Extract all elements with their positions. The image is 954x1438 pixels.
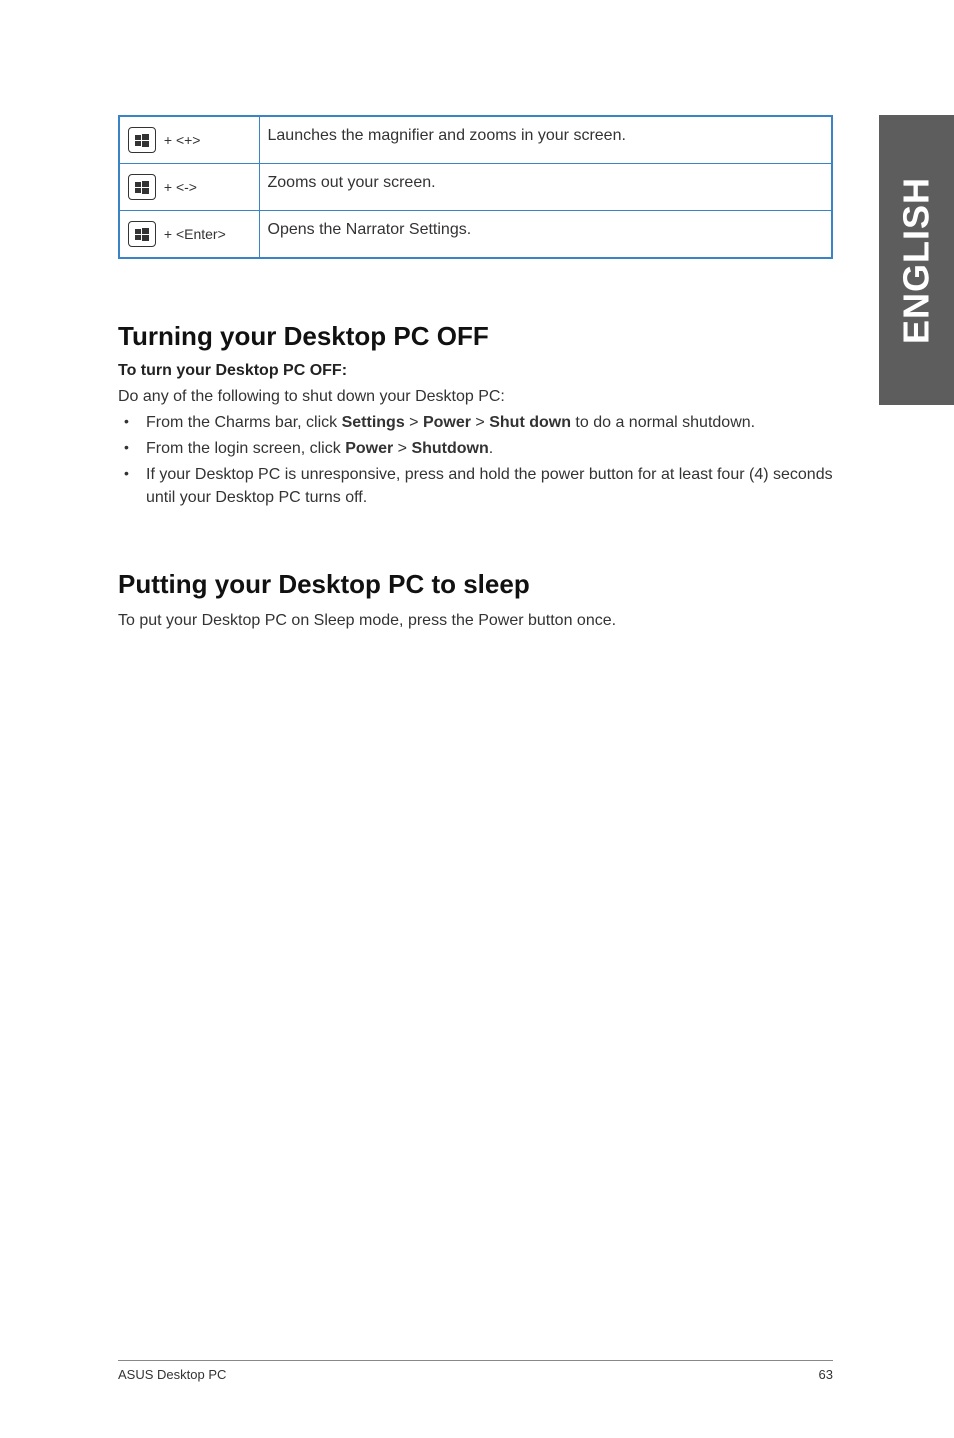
shortcut-key-cell: + <-> [119,164,259,211]
table-row: + <-> Zooms out your screen. [119,164,832,211]
page-footer: ASUS Desktop PC 63 [118,1360,833,1382]
shortcut-desc: Opens the Narrator Settings. [259,211,832,259]
text: From the login screen, click [146,440,345,457]
list-item: If your Desktop PC is unresponsive, pres… [118,464,833,509]
text: > [393,440,411,457]
key-suffix: + <Enter> [160,226,226,242]
section-title-sleep: Putting your Desktop PC to sleep [118,569,833,600]
key-suffix: + <+> [160,132,200,148]
section-title-off: Turning your Desktop PC OFF [118,321,833,352]
table-row: + <Enter> Opens the Narrator Settings. [119,211,832,259]
footer-left: ASUS Desktop PC [118,1367,226,1382]
shortcut-table: + <+> Launches the magnifier and zooms i… [118,115,833,259]
text: to do a normal shutdown. [571,414,755,431]
bold-text: Shut down [489,414,571,431]
windows-key-icon [128,174,156,200]
text: If your Desktop PC is unresponsive, pres… [146,466,833,505]
bullet-list: From the Charms bar, click Settings > Po… [118,412,833,510]
key-suffix: + <-> [160,179,197,195]
text: > [405,414,423,431]
page-number: 63 [819,1367,833,1382]
section-lead: Do any of the following to shut down you… [118,386,833,408]
text: From the Charms bar, click [146,414,342,431]
section-body: To put your Desktop PC on Sleep mode, pr… [118,610,833,632]
bold-text: Power [423,414,471,431]
bold-text: Power [345,440,393,457]
table-row: + <+> Launches the magnifier and zooms i… [119,116,832,164]
text: . [489,440,493,457]
shortcut-key-cell: + <Enter> [119,211,259,259]
windows-key-icon [128,127,156,153]
bold-text: Shutdown [411,440,488,457]
list-item: From the login screen, click Power > Shu… [118,438,833,460]
language-tab: ENGLISH [879,115,954,405]
shortcut-key-cell: + <+> [119,116,259,164]
list-item: From the Charms bar, click Settings > Po… [118,412,833,434]
main-content: + <+> Launches the magnifier and zooms i… [118,115,833,636]
bold-text: Settings [342,414,405,431]
shortcut-desc: Zooms out your screen. [259,164,832,211]
text: > [471,414,489,431]
shortcut-desc: Launches the magnifier and zooms in your… [259,116,832,164]
windows-key-icon [128,221,156,247]
section-subhead: To turn your Desktop PC OFF: [118,362,833,380]
